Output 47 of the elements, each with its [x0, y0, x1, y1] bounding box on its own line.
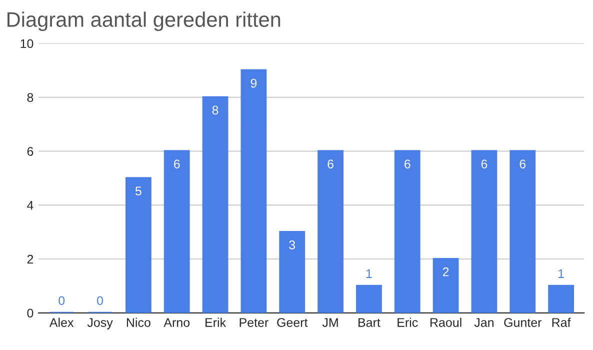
chart-title: Diagram aantal gereden ritten: [8, 12, 280, 32]
data-label: 8: [212, 106, 218, 115]
x-tick-label: Arno: [164, 318, 190, 327]
data-label: 5: [135, 186, 142, 196]
bar: [202, 96, 228, 313]
x-tick-label: Josy: [87, 318, 113, 330]
bar: [548, 284, 574, 313]
data-label: 6: [328, 160, 334, 168]
x-tick-label: Raoul: [430, 318, 462, 327]
bar: [356, 284, 382, 313]
x-tick-label: Bart: [358, 318, 380, 327]
bar: [279, 231, 306, 313]
data-label: 2: [442, 267, 449, 276]
x-tick-label: Eric: [398, 318, 418, 327]
x-tick-label: Raf: [552, 318, 571, 327]
y-tick-label: 2: [27, 254, 34, 264]
x-tick-label: Gunter: [504, 318, 542, 327]
x-tick-label: Geert: [277, 318, 308, 327]
x-tick-label: JM: [322, 318, 338, 327]
data-label: 6: [481, 160, 488, 168]
data-label: 6: [520, 160, 526, 168]
bar: [164, 150, 190, 313]
bar: [125, 177, 152, 313]
x-tick-label: Jan: [474, 318, 494, 327]
y-tick-label: 4: [27, 201, 34, 210]
x-tick-label: Peter: [240, 318, 268, 327]
data-label: 1: [366, 269, 372, 278]
bar: [432, 258, 459, 313]
x-tick-label: Nico: [126, 318, 150, 327]
bar: [240, 69, 267, 313]
data-label: 0: [97, 296, 104, 306]
bar: [318, 150, 344, 313]
data-label: 9: [250, 78, 257, 88]
y-tick-label: 10: [20, 39, 34, 48]
data-label: 0: [58, 296, 65, 306]
y-tick-label: 0: [27, 308, 34, 318]
data-label: 6: [174, 160, 180, 168]
y-tick-label: 8: [27, 93, 34, 102]
x-tick-label: Erik: [206, 318, 226, 327]
data-label: 3: [289, 240, 296, 250]
bar: [394, 150, 420, 313]
data-label: 6: [404, 160, 410, 168]
data-label: 1: [558, 269, 564, 278]
x-tick-label: Alex: [49, 318, 74, 327]
bar: [510, 150, 536, 313]
bar: [471, 150, 498, 313]
y-tick-label: 6: [27, 147, 34, 156]
